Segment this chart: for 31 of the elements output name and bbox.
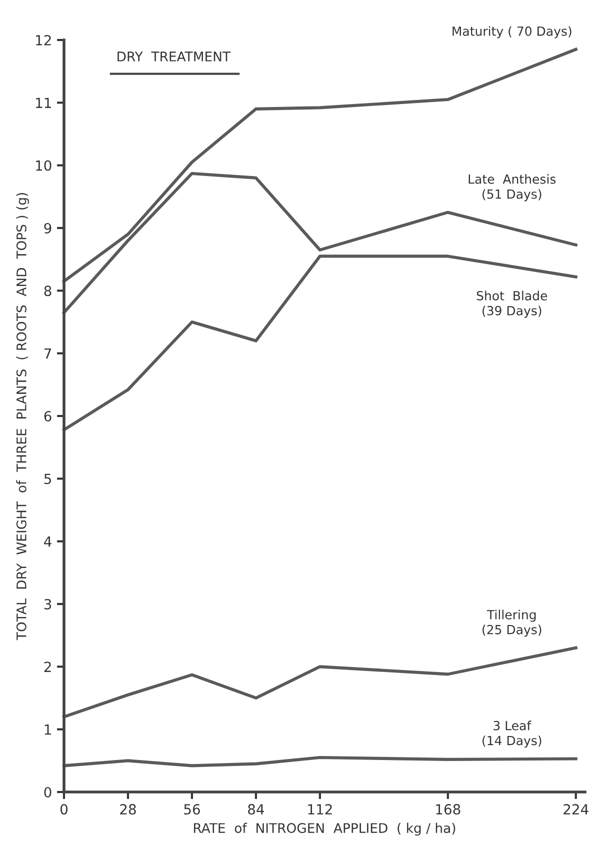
annotation: DRY TREATMENT xyxy=(118,52,231,62)
x-tick-label: 0 xyxy=(60,804,68,815)
series-label: Shot Blade (39 Days) xyxy=(476,290,548,318)
y-axis-title: TOTAL DRY WEIGHT of THREE PLANTS ( ROOTS AND TOPS ) (g) xyxy=(16,193,29,640)
series-label: 3 Leaf (14 Days) xyxy=(482,720,542,748)
series-label: Late Anthesis (51 Days) xyxy=(468,174,556,202)
x-tick-label: 84 xyxy=(248,804,264,815)
x-tick-label: 56 xyxy=(184,804,200,815)
x-axis-title: RATE of NITROGEN APPLIED ( kg / ha) xyxy=(194,822,456,836)
y-tick-label: 0 xyxy=(44,786,52,798)
line-series xyxy=(62,254,578,432)
y-tick-label: 9 xyxy=(44,222,52,234)
y-tick-label: 11 xyxy=(36,98,51,108)
y-tick-label: 7 xyxy=(44,348,52,359)
y-tick-label: 4 xyxy=(44,536,52,547)
x-tick-label: 112 xyxy=(308,804,332,814)
y-tick-label: 3 xyxy=(44,598,52,610)
y-tick-label: 2 xyxy=(44,662,51,672)
y-tick-label: 6 xyxy=(44,410,52,422)
series-label: Tillering (25 Days) xyxy=(482,610,542,637)
x-tick-label: 168 xyxy=(436,804,460,815)
x-tick-label: 224 xyxy=(564,804,588,814)
y-tick-label: 8 xyxy=(44,286,52,296)
y-tick-label: 5 xyxy=(44,474,51,484)
line-series xyxy=(62,646,578,718)
line-series xyxy=(62,48,578,283)
y-tick-label: 10 xyxy=(36,160,52,171)
x-tick-label: 28 xyxy=(120,804,136,815)
y-tick-label: 12 xyxy=(36,34,51,46)
y-tick-label: 1 xyxy=(44,724,51,735)
series-label: Maturity ( 70 Days) xyxy=(452,26,572,38)
